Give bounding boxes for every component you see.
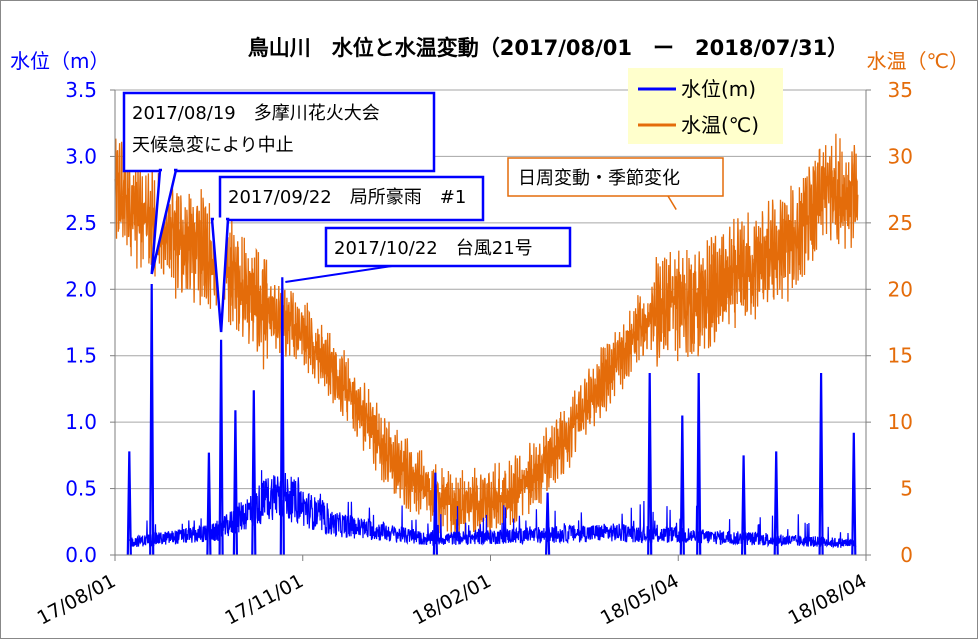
water-temp-line	[114, 133, 859, 540]
chart-title: 鳥山川 水位と水温変動（2017/08/01 ー 2018/07/31）	[248, 36, 848, 60]
y-tick-label-right: 35	[888, 78, 913, 102]
legend-box	[628, 68, 783, 144]
y-tick-label-right: 5	[900, 477, 913, 501]
water-level-peak	[851, 432, 857, 556]
water-level-peak	[696, 372, 702, 556]
annotation-box	[218, 175, 485, 222]
y-tick-label-left: 0.5	[65, 477, 97, 501]
annotation-text: 天候急変により中止	[132, 135, 294, 156]
y-tick-label-left: 3.0	[65, 144, 97, 168]
annotation-box	[324, 226, 572, 268]
water-level-series	[126, 277, 857, 556]
y-tick-label-right: 25	[888, 211, 913, 235]
annotation-pointer	[667, 195, 677, 210]
water-level-peak	[773, 451, 779, 556]
annotation-box	[122, 91, 436, 173]
annotation-text: 日周変動・季節変化	[518, 168, 680, 189]
water-level-peak	[126, 451, 132, 556]
water-temp-series	[114, 133, 859, 540]
water-level-peak	[206, 452, 212, 556]
water-level-peak	[647, 372, 653, 556]
y-tick-label-right: 15	[888, 344, 913, 368]
water-level-peak	[218, 339, 224, 556]
water-level-peak	[432, 472, 438, 556]
legend-label: 水位(m)	[681, 77, 756, 101]
y-tick-label-left: 0.0	[65, 543, 97, 567]
legend-label: 水温(℃)	[681, 113, 759, 137]
y-tick-label-right: 30	[888, 144, 913, 168]
water-level-peak	[279, 277, 285, 556]
y-tick-label-right: 10	[888, 410, 913, 434]
water-level-peak	[741, 455, 747, 556]
y-tick-label-left: 3.5	[65, 78, 97, 102]
y-tick-label-right: 20	[888, 277, 913, 301]
annotation-box	[507, 157, 724, 197]
water-level-line	[128, 470, 857, 549]
y-tick-label-left: 1.0	[65, 410, 97, 434]
y-axis-label-left: 水位（m）	[10, 49, 109, 73]
y-tick-label-left: 1.5	[65, 344, 97, 368]
y-tick-label-right: 0	[900, 543, 913, 567]
annotation-text: 2017/09/22 局所豪雨 #1	[228, 187, 466, 208]
y-tick-label-left: 2.5	[65, 211, 97, 235]
water-level-peak	[149, 283, 155, 556]
annotation-text: 2017/08/19 多摩川花火大会	[132, 103, 380, 124]
water-level-peak	[679, 415, 685, 556]
water-level-peak	[545, 492, 551, 556]
water-level-peak	[251, 390, 257, 556]
water-level-peak	[818, 372, 824, 556]
water-level-peak	[232, 410, 238, 556]
y-tick-label-left: 2.0	[65, 277, 97, 301]
y-axis-label-right: 水温（℃）	[867, 49, 969, 73]
annotation-pointer	[285, 265, 393, 283]
legend: 水位(m) 水温(℃)	[628, 68, 783, 144]
annotation-text: 2017/10/22 台風21号	[334, 238, 533, 259]
